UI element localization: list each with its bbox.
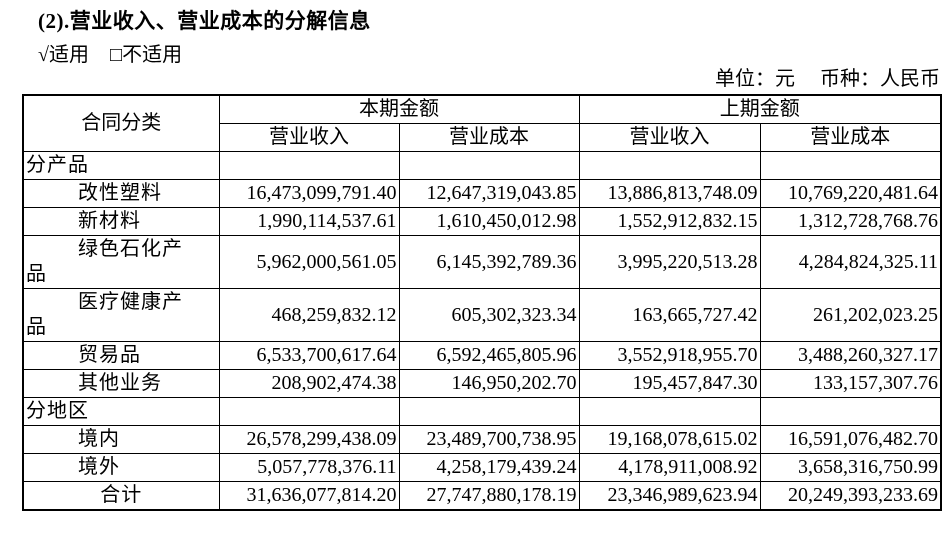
cell-value: 4,178,911,008.92: [578, 453, 761, 482]
table-row: 其他业务 208,902,474.38 146,950,202.70 195,457,…: [22, 369, 942, 398]
cell-value: 146,950,202.70: [398, 369, 580, 398]
cell-value: 1,552,912,832.15: [578, 207, 761, 236]
cell-value: 31,636,077,814.20: [218, 481, 400, 511]
cell-value: 163,665,727.42: [578, 288, 761, 342]
header-current-period-group: 本期金额: [218, 94, 580, 124]
row-label: 境外: [22, 453, 220, 482]
cell-value: 1,610,450,012.98: [398, 207, 580, 236]
row-label-text: 绿色石化产品: [26, 238, 183, 285]
cell-value: 4,284,824,325.11: [759, 235, 942, 289]
table-row: 医疗健康产品 468,259,832.12 605,302,323.34 163,66…: [22, 288, 942, 342]
table-row: 合计 31,636,077,814.20 27,747,880,178.19 23,3…: [22, 481, 942, 511]
row-label: 绿色石化产品: [22, 235, 220, 289]
row-label: 新材料: [22, 207, 220, 236]
row-label-text: 境外: [78, 456, 120, 478]
table-row: 分产品: [22, 151, 942, 180]
row-label-text: 其他业务: [78, 372, 162, 394]
unit-currency-note: 单位：元 币种：人民币: [715, 62, 940, 91]
section-title: (2).营业收入、营业成本的分解信息: [38, 9, 371, 33]
cell-value: [398, 151, 580, 180]
cell-value: 208,902,474.38: [218, 369, 400, 398]
cell-value: 6,592,465,805.96: [398, 341, 580, 370]
row-label-text: 改性塑料: [78, 182, 162, 204]
row-label: 境内: [22, 425, 220, 454]
cell-value: 133,157,307.76: [759, 369, 942, 398]
row-label-text: 新材料: [78, 210, 141, 232]
row-label: 医疗健康产品: [22, 288, 220, 342]
header-current-revenue: 营业收入: [218, 123, 400, 152]
cell-value: 6,533,700,617.64: [218, 341, 400, 370]
cell-value: 16,591,076,482.70: [759, 425, 942, 454]
cell-value: 4,258,179,439.24: [398, 453, 580, 482]
row-label-text: 医疗健康产品: [26, 291, 183, 338]
header-current-cost: 营业成本: [398, 123, 580, 152]
cell-value: 23,489,700,738.95: [398, 425, 580, 454]
row-label: 改性塑料: [22, 179, 220, 208]
cell-value: 1,312,728,768.76: [759, 207, 942, 236]
header-row-metrics: 营业收入 营业成本 营业收入 营业成本: [23, 123, 942, 152]
header-prior-cost: 营业成本: [759, 123, 942, 152]
table-row: 绿色石化产品 5,962,000,561.05 6,145,392,789.36 3,…: [22, 235, 942, 289]
cell-value: 10,769,220,481.64: [759, 179, 942, 208]
cell-value: 3,658,316,750.99: [759, 453, 942, 482]
applicability-line: √适用 □不适用: [38, 38, 182, 67]
cell-value: 13,886,813,748.09: [578, 179, 761, 208]
cell-value: 1,990,114,537.61: [218, 207, 400, 236]
row-label: 贸易品: [22, 341, 220, 370]
table-row: 境内 26,578,299,438.09 23,489,700,738.95 19,1…: [22, 425, 942, 454]
cell-value: [218, 397, 400, 426]
table-row: 贸易品 6,533,700,617.64 6,592,465,805.96 3,552…: [22, 341, 942, 370]
cell-value: 195,457,847.30: [578, 369, 761, 398]
cell-value: 3,552,918,955.70: [578, 341, 761, 370]
cell-value: [218, 151, 400, 180]
cell-value: 6,145,392,789.36: [398, 235, 580, 289]
applicable-checked-option: √适用: [38, 44, 89, 66]
cell-value: [578, 151, 761, 180]
cell-value: 12,647,319,043.85: [398, 179, 580, 208]
cell-value: 16,473,099,791.40: [218, 179, 400, 208]
cell-value: [398, 397, 580, 426]
table-row: 分地区: [22, 397, 942, 426]
row-label: 分地区: [22, 397, 220, 426]
cell-value: 23,346,989,623.94: [578, 481, 761, 511]
header-row-groups: 合同分类 本期金额 上期金额: [22, 94, 942, 152]
row-label: 合计: [22, 481, 220, 511]
currency-label: 币种：人民币: [820, 68, 940, 90]
unit-label: 单位：元: [715, 68, 795, 90]
cell-value: [759, 397, 942, 426]
row-label: 其他业务: [22, 369, 220, 398]
table-row: 改性塑料 16,473,099,791.40 12,647,319,043.85 13…: [22, 179, 942, 208]
cell-value: 5,962,000,561.05: [218, 235, 400, 289]
cell-value: 5,057,778,376.11: [218, 453, 400, 482]
table-row: 新材料 1,990,114,537.61 1,610,450,012.98 1,552…: [22, 207, 942, 236]
row-label: 分产品: [22, 151, 220, 180]
header-contract-category: 合同分类: [22, 94, 220, 152]
row-label-text: 贸易品: [78, 344, 141, 366]
cell-value: 261,202,023.25: [759, 288, 942, 342]
row-label-text: 境内: [78, 428, 120, 450]
cell-value: 3,995,220,513.28: [578, 235, 761, 289]
cell-value: 20,249,393,233.69: [759, 481, 942, 511]
cell-value: 605,302,323.34: [398, 288, 580, 342]
table-body: 分产品 改性塑料 16,473,099,791.40 12,647,319,043.8…: [22, 151, 942, 511]
table-row: 境外 5,057,778,376.11 4,258,179,439.24 4,178,…: [22, 453, 942, 482]
cell-value: 26,578,299,438.09: [218, 425, 400, 454]
cell-value: 3,488,260,327.17: [759, 341, 942, 370]
header-prior-period-group: 上期金额: [578, 94, 942, 124]
cell-value: 19,168,078,615.02: [578, 425, 761, 454]
cell-value: 468,259,832.12: [218, 288, 400, 342]
header-prior-revenue: 营业收入: [578, 123, 761, 152]
not-applicable-option: □不适用: [109, 44, 183, 66]
cell-value: [578, 397, 761, 426]
cell-value: 27,747,880,178.19: [398, 481, 580, 511]
cell-value: [759, 151, 942, 180]
revenue-cost-breakdown-table: 合同分类 本期金额 上期金额 营业收入 营业成本 营业收入 营业成本 分产品 改性…: [22, 94, 942, 511]
